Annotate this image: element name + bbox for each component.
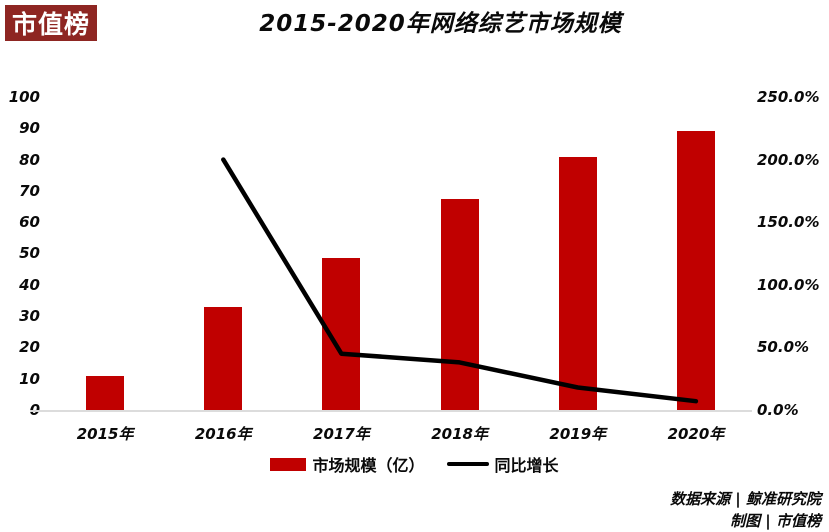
bar-2019年 [558,156,597,410]
x-tick-label: 2015年 [76,425,134,443]
x-tick-label: 2016年 [194,425,252,443]
y-axis-left: 1009080706050403020100 [0,88,40,419]
x-tick-label: 2018年 [431,425,488,443]
data-source-text: 数据来源 | 鲸准研究院 [670,490,821,508]
x-tick-label: 2019年 [549,425,607,443]
y-tick-label: 200.0% [757,150,820,169]
growth-line [221,157,699,404]
y-tick-label: 250.0% [757,88,820,106]
y-tick-label: 90 [19,119,40,138]
y-tick-label: 20 [19,338,40,357]
bar-2015年 [86,375,125,410]
y-axis-right: 250.0% 200.0% 150.0% 100.0% 50.0% 0.0% [757,88,827,419]
line-legend-label: 同比增长 [494,456,559,475]
y-tick-label: 40 [19,275,40,294]
x-tick-label: 2017年 [313,425,370,443]
y-tick-label: 60 [19,213,40,232]
line-legend-swatch [446,462,489,466]
growth-line-svg [221,157,699,404]
y-tick-label: 10 [19,369,40,388]
legend: 市场规模（亿） 同比增长 [0,452,829,476]
logo-badge: 市值榜 [5,5,97,41]
bar-legend-label: 市场规模（亿） [312,456,425,475]
bar-2020年 [676,131,715,410]
y-tick-label: 50 [19,244,40,263]
y-tick-label: 0 [30,401,40,419]
y-tick-label: 30 [19,307,40,326]
page-title: 2015-2020年网络综艺市场规模 [259,11,622,37]
source-credit: 数据来源 | 鲸准研究院 制图 | 市值榜 [670,488,821,532]
x-tick-label: 2020年 [667,425,725,443]
bar-2016年 [204,306,243,410]
y-tick-label: 50.0% [757,338,810,357]
x-axis-labels: 2015年 2016年 2017年 2018年 2019年 2020年 [46,423,755,444]
chart-credit-text: 制图 | 市值榜 [730,512,821,530]
x-axis-line [30,410,752,412]
y-tick-label: 70 [19,181,40,200]
y-tick-label: 100 [8,88,40,106]
plot-area [46,97,755,410]
bar-legend-swatch [270,457,307,471]
y-tick-label: 80 [19,150,40,169]
y-tick-label: 150.0% [757,213,820,232]
y-tick-label: 100.0% [757,275,820,294]
y-tick-label: 0.0% [757,400,799,419]
bar-2018年 [440,198,479,410]
